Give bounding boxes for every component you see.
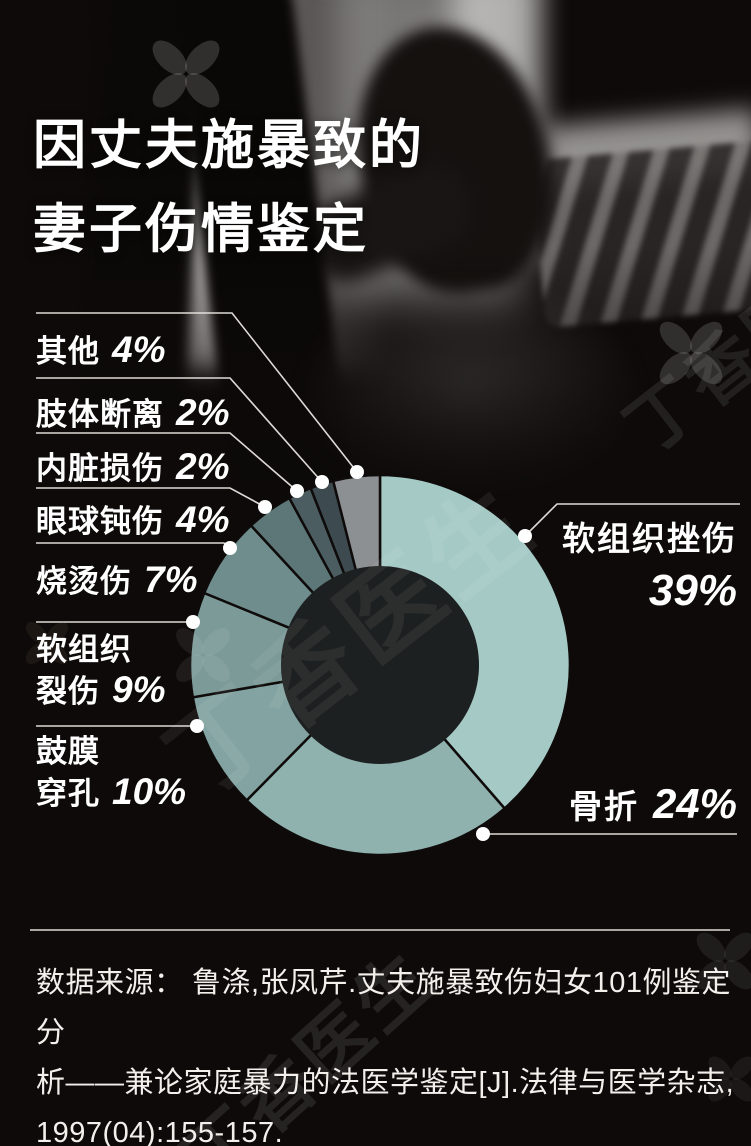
callout-percent: 7% — [144, 559, 198, 600]
callout-internal-organ-injury: 内脏损伤 2% — [36, 443, 229, 488]
leader-line-眼球钝伤 — [36, 487, 266, 508]
callout-label: 烧烫伤 — [36, 564, 132, 599]
callout-burn-scald: 烧烫伤 7% — [36, 556, 197, 601]
source-line-1: 数据来源： 鲁涤,张凤芹.丈夫施暴致伤妇女101例鉴定分 — [36, 967, 732, 1049]
callout-label: 其他 — [36, 334, 100, 369]
callout-percent: 4% — [112, 329, 166, 370]
leader-line-其他 — [36, 312, 358, 473]
leader-dot-骨折 — [476, 827, 490, 841]
footer-divider — [30, 929, 730, 931]
callout-label: 肢体断离 — [36, 397, 164, 432]
leader-dot-其他 — [350, 465, 364, 479]
callout-percent: 39% — [648, 566, 737, 615]
callout-percent: 9% — [112, 669, 166, 710]
source-line-2: 析——兼论家庭暴力的法医学鉴定[J].法律与医学杂志, — [36, 1067, 735, 1099]
title-line-2: 妻子伤情鉴定 — [33, 200, 369, 259]
callout-label: 内脏损伤 — [36, 451, 164, 486]
callout-percent: 24% — [652, 780, 737, 827]
leader-dot-鼓膜穿孔 — [190, 719, 204, 733]
leader-dot-烧烫伤 — [223, 541, 237, 555]
callout-fracture: 骨折 24% — [569, 780, 737, 828]
callout-percent: 4% — [176, 499, 230, 540]
callout-label: 裂伤 — [36, 674, 100, 709]
callout-label: 软组织挫伤 — [562, 520, 737, 557]
leader-dot-肢体断离 — [315, 475, 329, 489]
callout-soft-tissue-contusion: 软组织挫伤 39% — [562, 512, 737, 616]
leader-line-肢体断离 — [36, 377, 323, 483]
callout-eye-blunt-injury: 眼球钝伤 4% — [36, 496, 229, 541]
leader-line-软组织挫伤 — [524, 503, 740, 537]
leader-dot-眼球钝伤 — [258, 500, 272, 514]
callout-limb-severance: 肢体断离 2% — [36, 389, 229, 434]
leader-dot-内脏损伤 — [290, 484, 304, 498]
leader-dot-软组织裂伤 — [186, 615, 200, 629]
callout-label: 鼓膜 — [36, 734, 100, 769]
callout-eardrum-perforation: 鼓膜 穿孔 10% — [36, 732, 186, 814]
callout-other: 其他 4% — [36, 326, 165, 371]
callout-label: 穿孔 — [36, 776, 100, 811]
leader-line-内脏损伤 — [36, 432, 298, 492]
callout-soft-tissue-laceration: 软组织 裂伤 9% — [36, 630, 165, 712]
callout-percent: 2% — [176, 446, 230, 487]
title-line-1: 因丈夫施暴致的 — [33, 116, 425, 175]
callout-label: 软组织 — [36, 632, 132, 667]
source-line-3: 1997(04):155-157. — [36, 1117, 284, 1146]
donut-hole — [281, 566, 479, 764]
callout-percent: 10% — [112, 771, 187, 812]
callout-label: 眼球钝伤 — [36, 504, 164, 539]
callout-percent: 2% — [176, 392, 230, 433]
leader-line-烧烫伤 — [36, 542, 231, 549]
page-title: 因丈夫施暴致的 妻子伤情鉴定 — [33, 104, 425, 272]
leader-dot-软组织挫伤 — [518, 529, 532, 543]
data-source-citation: 数据来源： 鲁涤,张凤芹.丈夫施暴致伤妇女101例鉴定分 析——兼论家庭暴力的法… — [36, 958, 736, 1146]
callout-label: 骨折 — [568, 788, 639, 825]
